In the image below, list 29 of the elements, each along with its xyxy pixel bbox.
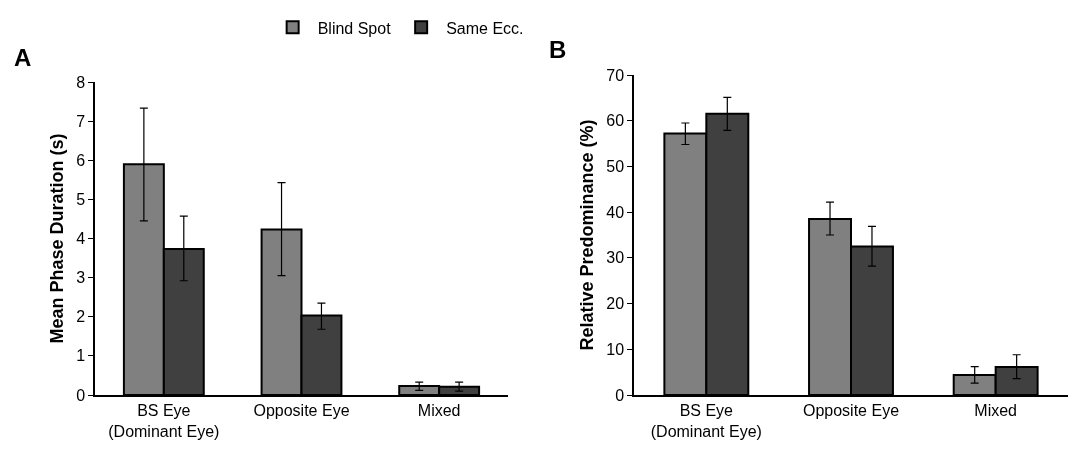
x-tick-label: BS Eye (Dominant Eye) [650, 401, 762, 440]
y-tick-label: 6 [76, 151, 86, 169]
y-tick-label: 30 [606, 249, 625, 267]
y-axis-title: Relative Predominance (%) [576, 119, 597, 351]
y-tick-label: 0 [615, 386, 625, 404]
x-tick-label: BS Eye (Dominant Eye) [108, 401, 220, 440]
y-tick-label: 1 [76, 347, 86, 365]
x-tick-label: Opposite Eye [253, 401, 350, 419]
y-tick-label: 7 [76, 112, 86, 130]
x-tick-label: Opposite Eye [802, 401, 900, 419]
y-tick-label: 5 [76, 190, 86, 208]
y-tick-label: 8 [76, 73, 86, 91]
text: B [549, 36, 567, 63]
legend-label: Same Ecc. [446, 19, 524, 37]
x-tick-label: Mixed [417, 401, 461, 419]
y-tick-label: 2 [76, 308, 86, 326]
y-tick-label: 50 [606, 158, 625, 176]
x-tick-label: Mixed [974, 401, 1018, 419]
y-tick-label: 20 [606, 295, 625, 313]
y-tick-label: 70 [606, 66, 625, 84]
y-tick-label: 4 [76, 230, 86, 248]
y-tick-label: 10 [606, 340, 625, 358]
y-tick-label: 3 [76, 269, 86, 287]
y-tick-label: 0 [76, 386, 86, 404]
y-axis-title: Mean Phase Duration (s) [46, 133, 67, 344]
text: A [14, 44, 32, 71]
legend-label: Blind Spot [317, 19, 392, 37]
y-tick-label: 40 [606, 203, 625, 221]
y-tick-label: 60 [606, 112, 625, 130]
